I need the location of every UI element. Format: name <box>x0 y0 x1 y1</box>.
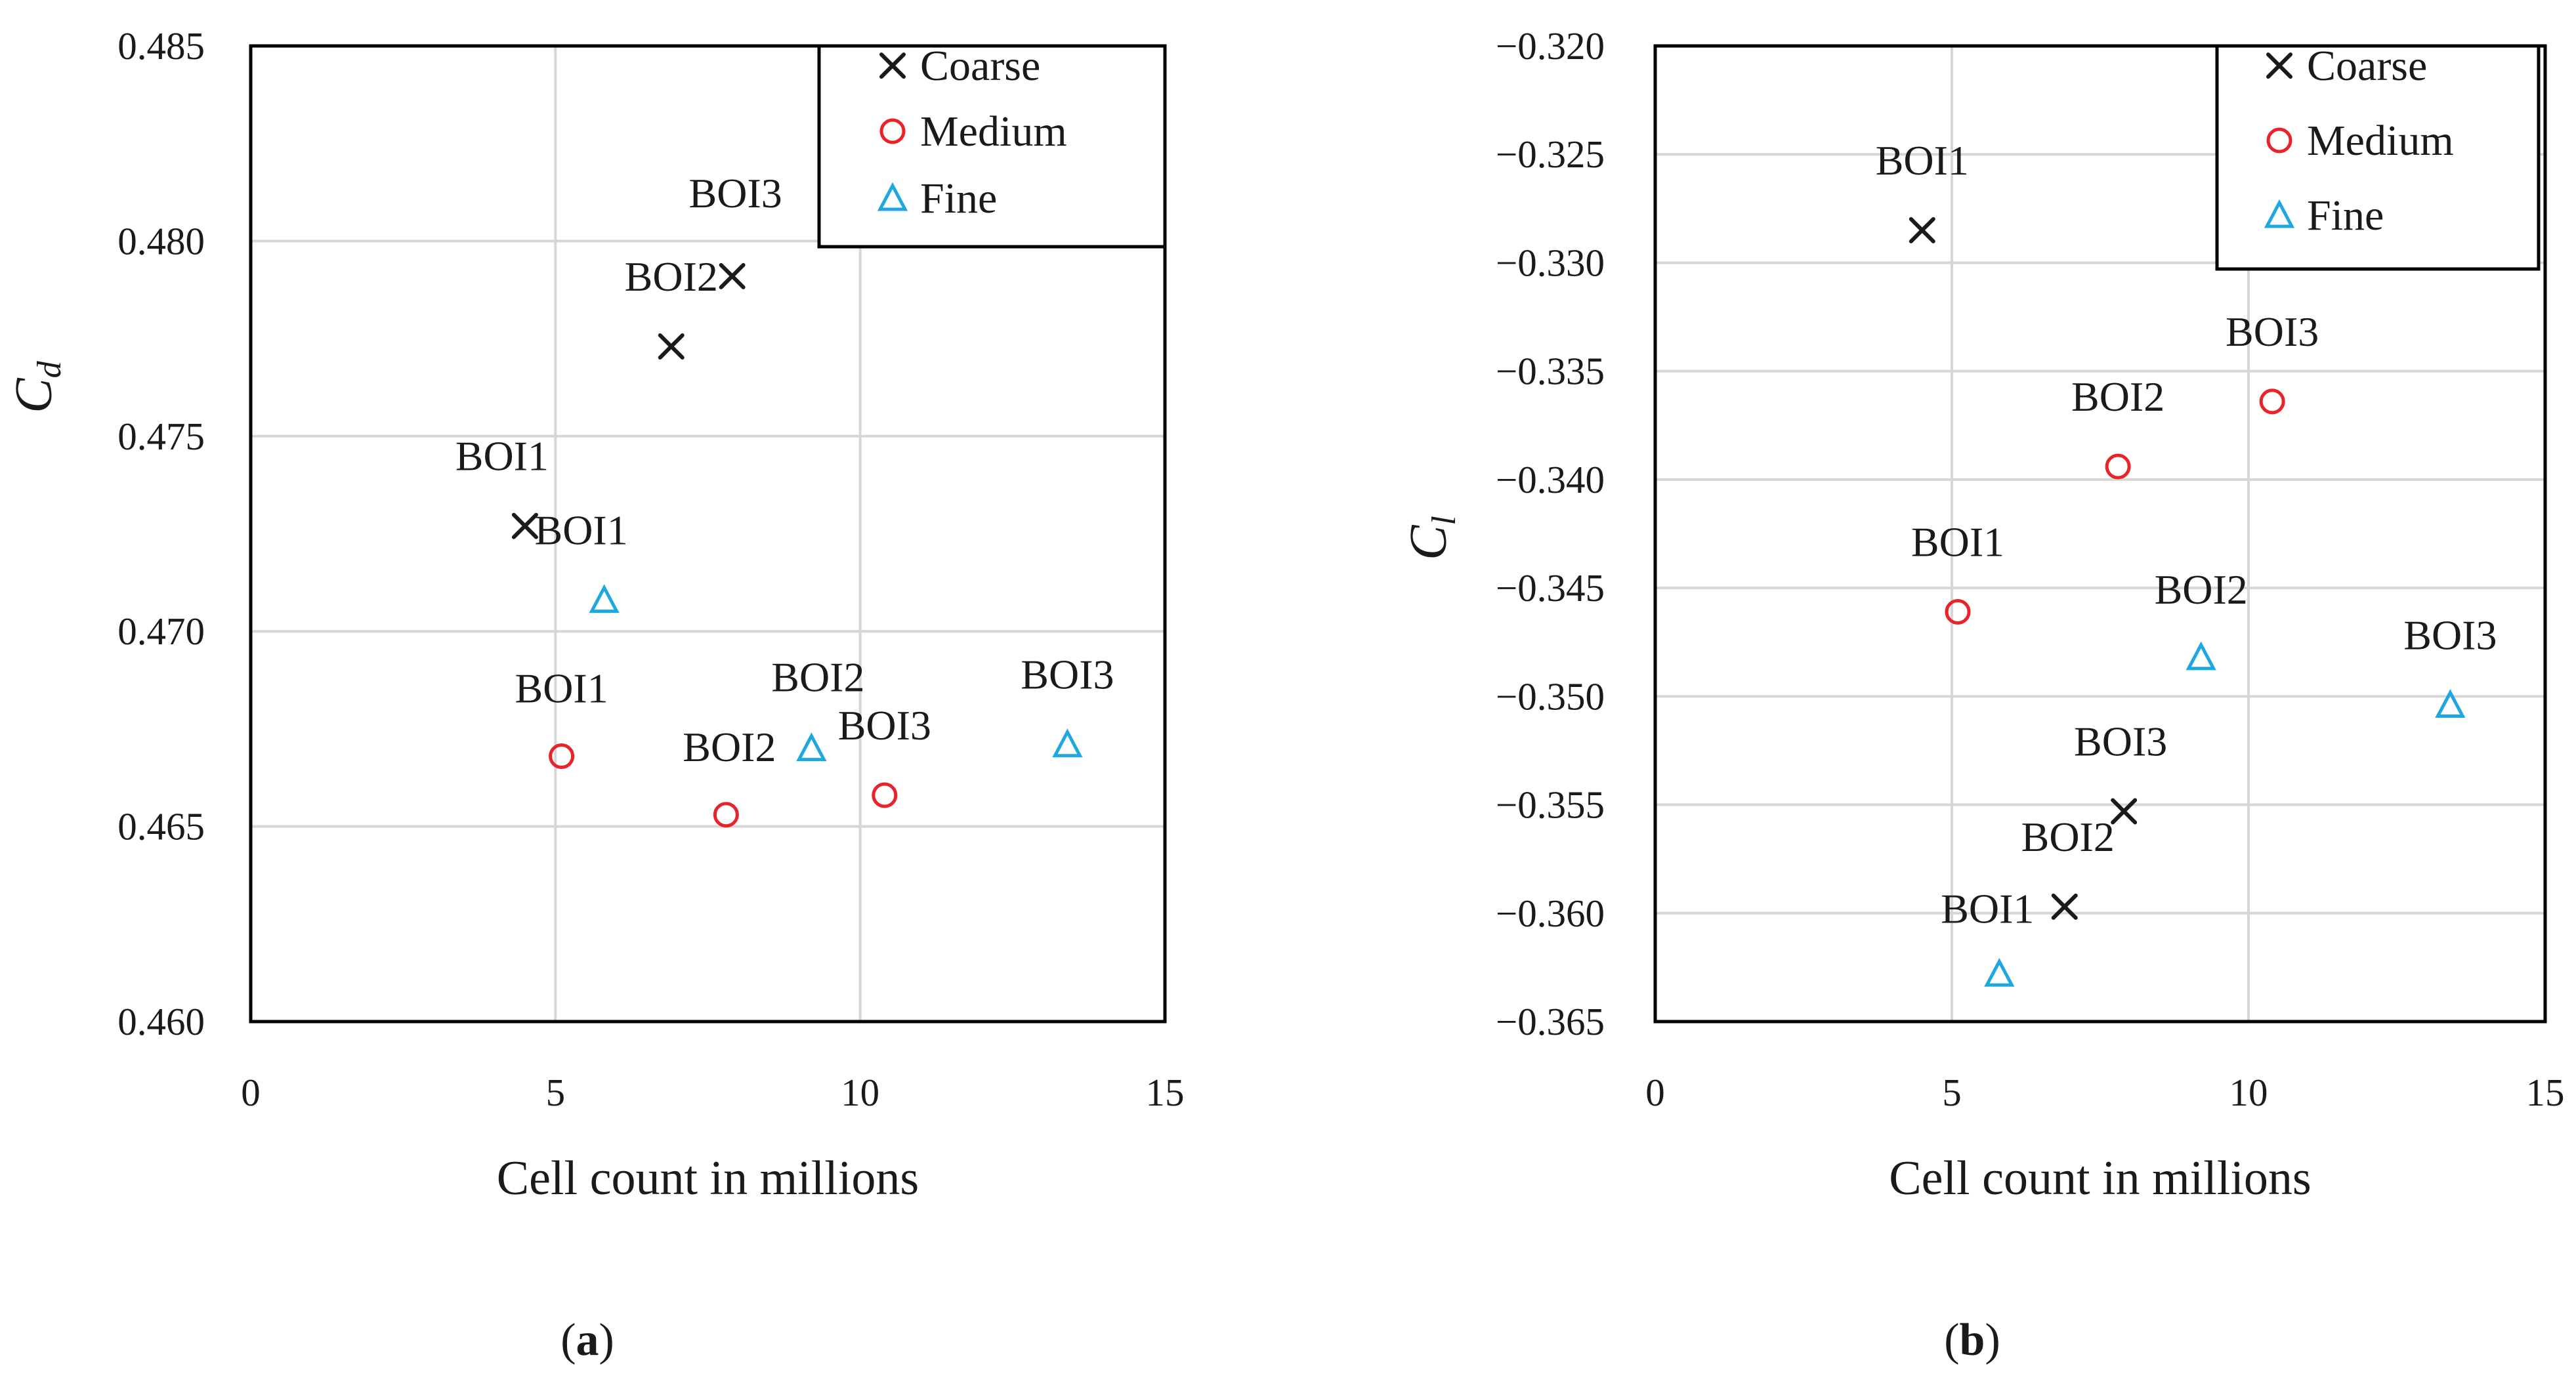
medium-boi1-circle-marker <box>1945 598 1971 625</box>
coarse-boi1-x-marker <box>511 512 538 539</box>
medium-boi3-circle-marker <box>872 782 898 808</box>
caption-open-paren: ( <box>560 1315 576 1365</box>
y-tick-label: −0.365 <box>1496 1000 1605 1043</box>
coarse-boi2-x-marker <box>658 333 685 360</box>
fine-point-label: BOI3 <box>1021 652 1114 698</box>
x-tick-label: 0 <box>241 1071 261 1114</box>
x-tick-label: 10 <box>841 1071 879 1114</box>
coarse-point-label: BOI2 <box>2021 814 2115 860</box>
fine-point-label: BOI1 <box>1941 885 2034 932</box>
fine-boi3-triangle-marker <box>1052 728 1083 758</box>
y-tick-label: 0.465 <box>117 805 205 848</box>
x-axis-title: Cell count in millions <box>497 1151 919 1205</box>
legend-medium-circle-marker <box>879 118 906 144</box>
y-axis-title-subscript: d <box>31 360 68 378</box>
fine-point-label: BOI3 <box>2403 612 2497 659</box>
x-tick-label: 15 <box>2526 1071 2565 1114</box>
legend-label-medium: Medium <box>920 108 1067 155</box>
coarse-point-label: BOI3 <box>2074 718 2167 764</box>
y-axis-title-main: C <box>5 377 63 413</box>
panel-a: 0 5 10 15 0.460 0.465 0.470 0.475 0.480 0.485 BOI1… <box>5 24 1185 1365</box>
legend-label-coarse: Coarse <box>920 42 1040 90</box>
legend-label-medium: Medium <box>2307 117 2454 165</box>
y-tick-label: −0.330 <box>1496 241 1605 284</box>
plot-frame <box>249 44 1167 1024</box>
fine-point-label: BOI2 <box>2155 566 2248 613</box>
caption-letter: a <box>576 1315 599 1365</box>
y-tick-label: 0.475 <box>117 415 205 458</box>
medium-point-label: BOI3 <box>838 702 931 749</box>
fine-boi3-triangle-marker <box>2435 689 2466 718</box>
y-tick-label: −0.350 <box>1496 674 1605 718</box>
medium-boi1-circle-marker <box>549 743 575 770</box>
coarse-point-label: BOI2 <box>625 253 718 300</box>
y-axis-title-subscript: l <box>1425 516 1463 525</box>
panel-caption: (b) <box>1944 1315 2000 1365</box>
y-axis-title: Cl <box>1400 516 1463 560</box>
plot-frame <box>1653 44 2547 1024</box>
legend-fine-triangle-marker <box>877 182 908 211</box>
y-tick-label: −0.355 <box>1496 783 1605 827</box>
panel-caption: (a) <box>560 1315 614 1365</box>
caption-letter: b <box>1960 1315 1985 1365</box>
legend-box <box>2215 44 2541 271</box>
legend-label-coarse: Coarse <box>2307 42 2427 90</box>
y-tick-label: −0.345 <box>1496 566 1605 610</box>
x-tick-label: 0 <box>1645 1071 1665 1114</box>
coarse-point-label: BOI3 <box>689 170 782 217</box>
y-tick-label: 0.470 <box>117 610 205 653</box>
medium-point-label: BOI2 <box>683 724 776 770</box>
fine-point-label: BOI2 <box>771 654 864 701</box>
legend-coarse-x-marker <box>2266 52 2292 79</box>
y-tick-label: 0.460 <box>117 1000 205 1043</box>
coarse-boi3-x-marker <box>2111 798 2138 825</box>
coarse-point-label: BOI1 <box>1876 137 1969 184</box>
x-tick-label: 5 <box>546 1071 566 1114</box>
medium-point-label: BOI3 <box>2226 308 2319 355</box>
caption-close-paren: ) <box>1985 1315 2000 1365</box>
legend-label-fine: Fine <box>2307 192 2384 239</box>
caption-open-paren: ( <box>1944 1315 1959 1365</box>
panel-b: 0 5 10 15 −0.365 −0.360 −0.355 −0.350 −0.345 −0.3… <box>1400 24 2565 1365</box>
fine-boi2-triangle-marker <box>2185 641 2216 671</box>
medium-boi2-circle-marker <box>2105 453 2131 480</box>
coarse-boi1-x-marker <box>1909 217 1935 243</box>
legend-fine-triangle-marker <box>2264 199 2295 228</box>
fine-boi2-triangle-marker <box>796 732 827 762</box>
legend-medium-circle-marker <box>2266 127 2292 154</box>
medium-boi3-circle-marker <box>2259 388 2285 415</box>
y-tick-label: −0.335 <box>1496 350 1605 393</box>
y-tick-label: 0.485 <box>117 24 205 68</box>
coarse-boi3-x-marker <box>719 262 746 289</box>
y-tick-label: 0.480 <box>117 219 205 262</box>
y-axis-title: Cd <box>5 360 68 413</box>
medium-point-label: BOI1 <box>1911 518 2004 565</box>
x-tick-label: 5 <box>1942 1071 1962 1114</box>
fine-boi1-triangle-marker <box>1984 957 2015 987</box>
x-tick-label: 15 <box>1146 1071 1185 1114</box>
legend-box <box>817 44 1167 249</box>
x-axis-title: Cell count in millions <box>1889 1151 2311 1205</box>
x-tick-label: 10 <box>2229 1071 2268 1114</box>
medium-point-label: BOI2 <box>2071 373 2164 420</box>
caption-close-paren: ) <box>599 1315 614 1365</box>
medium-point-label: BOI1 <box>515 665 608 712</box>
coarse-point-label: BOI1 <box>455 433 549 480</box>
y-tick-label: −0.325 <box>1496 133 1605 176</box>
legend-coarse-x-marker <box>879 52 906 79</box>
y-axis-title-main: C <box>1400 524 1458 560</box>
medium-boi2-circle-marker <box>713 802 739 828</box>
y-tick-label: −0.320 <box>1496 24 1605 68</box>
y-tick-label: −0.360 <box>1496 892 1605 935</box>
y-tick-label: −0.340 <box>1496 458 1605 501</box>
coarse-boi2-x-marker <box>2051 893 2078 920</box>
fine-point-label: BOI1 <box>535 507 628 554</box>
fine-boi1-triangle-marker <box>589 584 620 613</box>
legend-label-fine: Fine <box>920 175 997 222</box>
